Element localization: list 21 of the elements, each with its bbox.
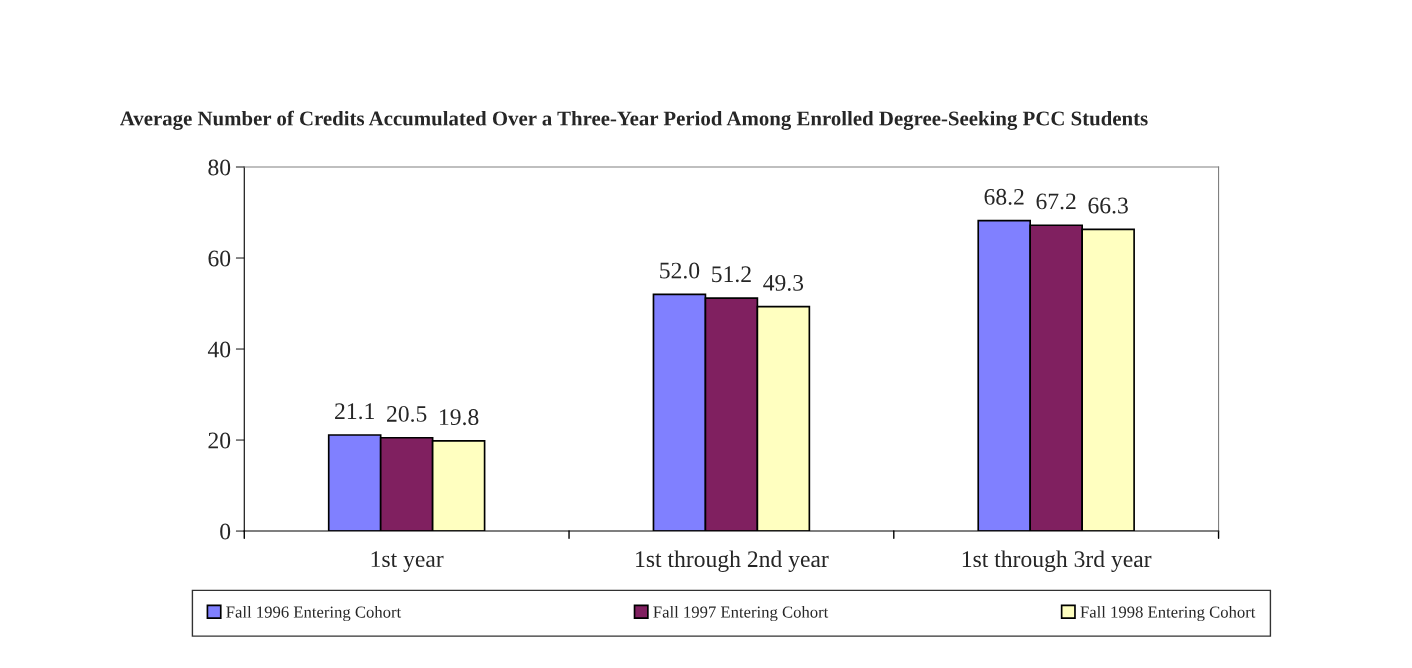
y-tick-label: 40 bbox=[207, 341, 231, 358]
y-tick-label: 80 bbox=[208, 159, 231, 176]
data-label: 19.8 bbox=[440, 409, 479, 426]
data-label: 52.0 bbox=[660, 262, 700, 279]
chart-title: Average Number of Credits Accumulated Over a Three-Year Period Among Enrolled Degree-Seeking PCC Students bbox=[120, 110, 1148, 130]
data-label: 51.2 bbox=[712, 266, 751, 283]
legend-label: Fall 1998 Entering Cohort bbox=[1080, 605, 1256, 622]
data-label: 20.5 bbox=[387, 405, 427, 422]
data-label: 66.3 bbox=[1088, 197, 1128, 214]
y-tick-label: 0 bbox=[220, 523, 231, 540]
y-tick-label: 60 bbox=[208, 250, 231, 267]
x-tick-label: 1st through 3rd year bbox=[962, 550, 1152, 572]
x-tick-label: 1st through 2nd year bbox=[636, 550, 829, 572]
x-tick-label: 1st year bbox=[371, 551, 444, 572]
data-label: 67.2 bbox=[1036, 193, 1076, 210]
legend-label: Fall 1997 Entering Cohort bbox=[653, 605, 829, 622]
data-label: 49.3 bbox=[763, 274, 804, 291]
y-tick-label: 20 bbox=[208, 432, 231, 449]
data-label: 68.2 bbox=[984, 188, 1024, 205]
legend-label: Fall 1996 Entering Cohort bbox=[226, 605, 402, 622]
data-label: 21.1 bbox=[335, 403, 374, 420]
